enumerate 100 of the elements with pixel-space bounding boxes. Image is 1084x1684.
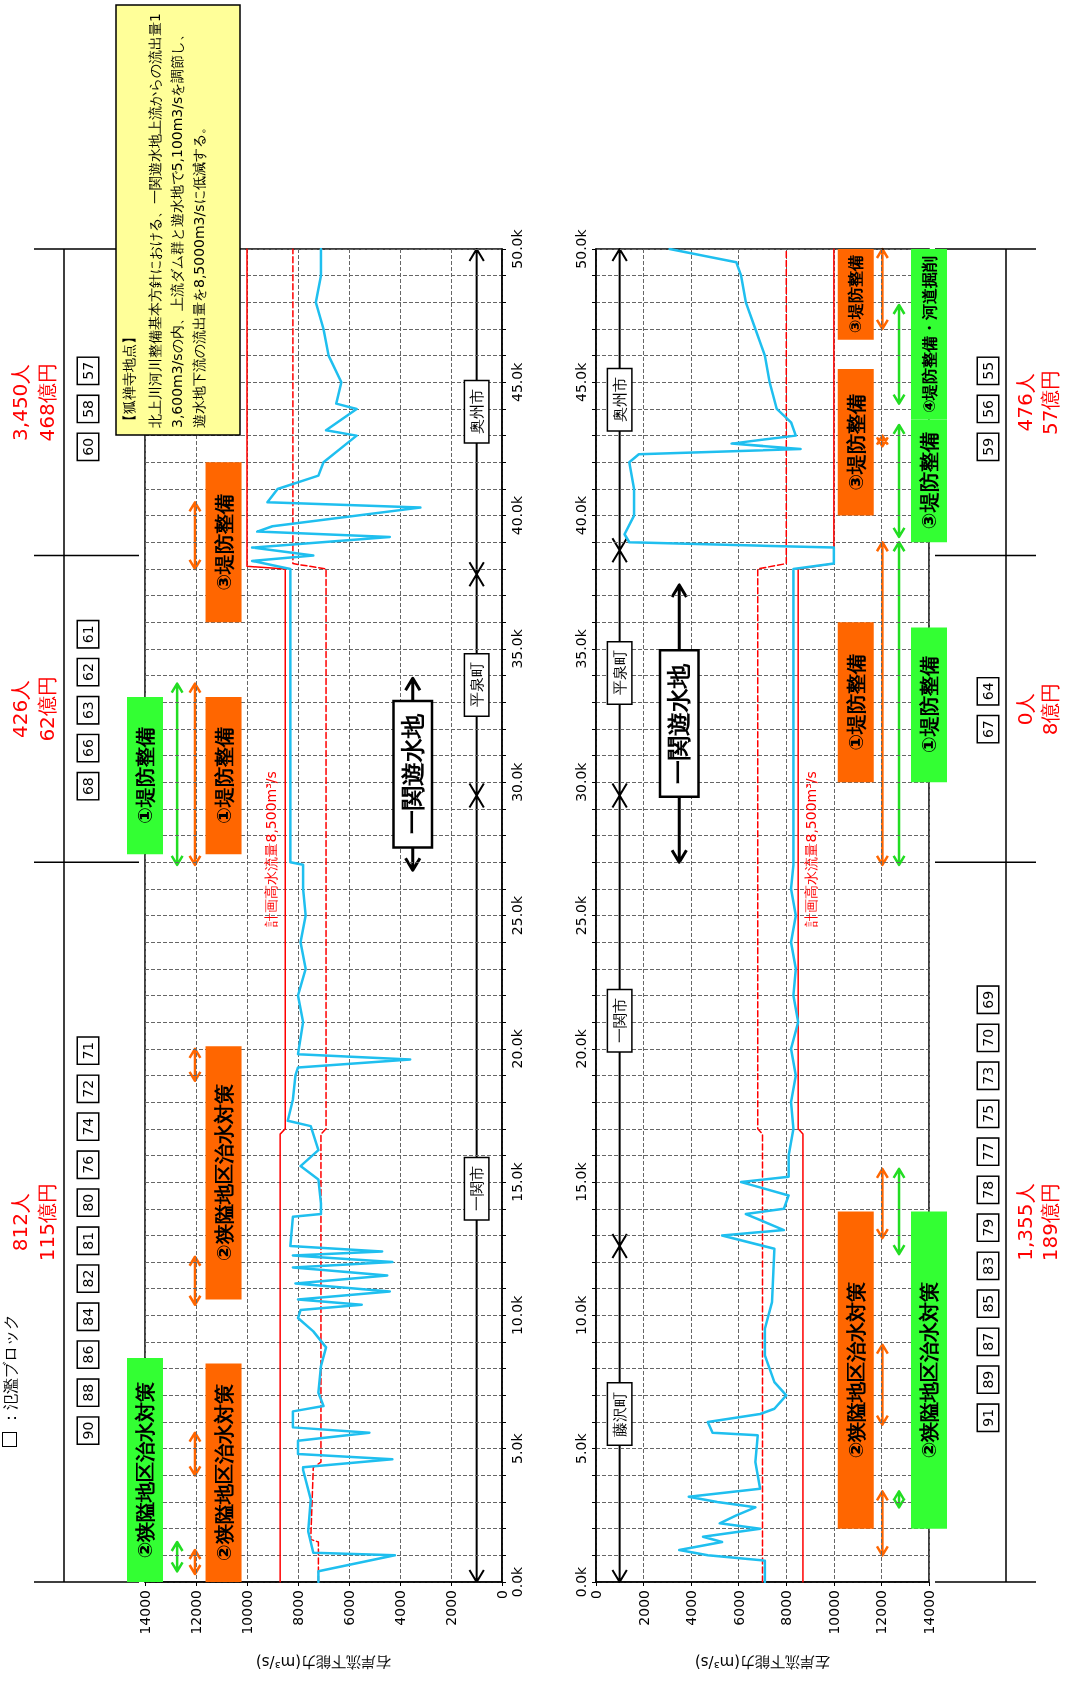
text: 89 [980,1370,996,1389]
text: 計画高水流量8,500m³/s [803,771,820,927]
text: 812人 [8,1193,32,1252]
x-tick-label: 2000 [635,1590,652,1626]
annotation: 平泉町 [610,650,629,696]
text: 68 [80,777,96,796]
x-tick-label: 10000 [825,1590,842,1635]
text: 56 [980,399,996,418]
x-tick-label: 4000 [392,1590,408,1626]
x-tick-label: 12000 [873,1590,890,1635]
y-tick-label: 5.0k [573,1432,589,1464]
y-tick-label: 0.0k [573,1565,589,1598]
text: 64 [980,682,996,701]
band-label: ③堤防整備 [843,393,868,491]
y-tick-label: 50.0k [509,228,525,269]
text: 85 [980,1294,996,1313]
x-tick-label: 8000 [290,1590,306,1626]
x-tick-label: 0 [588,1590,604,1599]
band-label: ③堤防整備 [917,432,941,530]
band-label: ②狭隘地区治水対策 [843,1281,868,1459]
text: 8億円 [1038,682,1062,736]
text: 70 [980,1028,996,1047]
band-label: ①堤防整備 [211,727,236,824]
x-tick-label: 14000 [921,1590,937,1635]
band-label: ①堤防整備 [917,656,941,754]
text: 75 [980,1104,996,1123]
text: 57 [80,361,96,380]
band-label: ①堤防整備 [133,727,157,824]
y-tick-label: 20.0k [509,1028,525,1069]
y-tick-label: 30.0k [509,761,525,802]
text: 62億円 [35,676,59,742]
text: 476人 [1013,373,1037,432]
x-tick-label: 4000 [683,1590,700,1626]
text: 80 [80,1193,96,1212]
y-tick-label: 15.0k [509,1161,525,1202]
text: 76 [80,1155,96,1174]
text: 61 [80,625,96,644]
y-tick-label: 25.0k [509,894,525,936]
y-tick-label: 10.0k [573,1294,589,1336]
x-tick-label: 14000 [137,1590,153,1635]
y-tick-label: 15.0k [573,1161,589,1202]
annotation: 一関遊水地 [665,662,694,784]
y-tick-label: 30.0k [573,761,589,802]
text: 73 [980,1066,996,1085]
annotation: 北上川河川整備基本方針における、一関遊水地上流からの流出量13,600m3/sの内、上流ダム群と遊水地で5,100m3/sを調節し、遊水地下流の流出量を8,5000m3/sに低減する。 [147,13,207,428]
text: 69 [980,990,996,1009]
x-tick-label: 6000 [730,1590,747,1626]
annotation: 奥州市 [610,377,629,423]
x-tick-label: 2000 [443,1590,459,1626]
text: 82 [80,1269,96,1288]
x-tick-label: 0 [494,1590,510,1599]
y-tick-label: 35.0k [573,628,589,669]
x-axis-title: 右岸流下能力(m³/s) [255,1652,392,1671]
text: 79 [980,1218,996,1237]
text: 86 [80,1345,96,1364]
y-tick-label: 45.0k [509,361,525,402]
annotation: 一関遊水地 [398,713,427,835]
text: 91 [980,1408,996,1427]
annotation: 一関市 [610,998,629,1044]
band-label: ④堤防整備・河道掘削 [919,255,939,414]
text: ：氾濫ブロック [0,1314,20,1426]
text: 58 [80,400,96,418]
text: 60 [80,437,96,456]
text: 57億円 [1038,369,1062,436]
band-label: ②狭隘地区治水対策 [211,1084,236,1262]
text: 83 [980,1256,996,1275]
y-tick-label: 0.0k [509,1565,525,1598]
text: 81 [80,1231,96,1250]
text: 189億円 [1038,1183,1062,1262]
text: 77 [980,1142,996,1161]
text: 59 [980,437,996,456]
annotation: 一関市 [467,1166,486,1212]
text: 62 [80,663,96,682]
band-label: ②狭隘地区治水対策 [211,1384,236,1562]
text: 63 [80,701,96,720]
text: 90 [80,1421,96,1440]
text: 78 [980,1180,996,1199]
x-tick-label: 12000 [188,1590,204,1635]
text: 67 [980,720,996,739]
y-tick-label: 25.0k [573,894,589,936]
text: 88 [80,1383,96,1402]
text: 3,450人 [8,363,32,441]
y-tick-label: 40.0k [573,495,589,536]
x-tick-label: 8000 [778,1590,795,1626]
annotation: 藤沢町 [610,1391,629,1437]
band-label: ②狭隘地区治水対策 [917,1281,941,1459]
band-label: ①堤防整備 [843,653,868,751]
x-axis-title: 左岸流下能力(m³/s) [694,1652,831,1671]
text: 87 [980,1332,996,1351]
annotation: 奥州市 [467,389,486,435]
text: 468億円 [35,363,59,442]
x-tick-label: 6000 [341,1590,357,1626]
y-tick-label: 45.0k [573,361,589,402]
text: 55 [980,361,996,380]
x-tick-label: 10000 [239,1590,255,1635]
y-tick-label: 10.0k [509,1294,525,1336]
text: 【狐禅寺地点】 [121,330,137,428]
text: 計画高水流量8,500m³/s [262,771,279,927]
y-tick-label: 20.0k [573,1028,589,1069]
text: 84 [80,1307,96,1326]
